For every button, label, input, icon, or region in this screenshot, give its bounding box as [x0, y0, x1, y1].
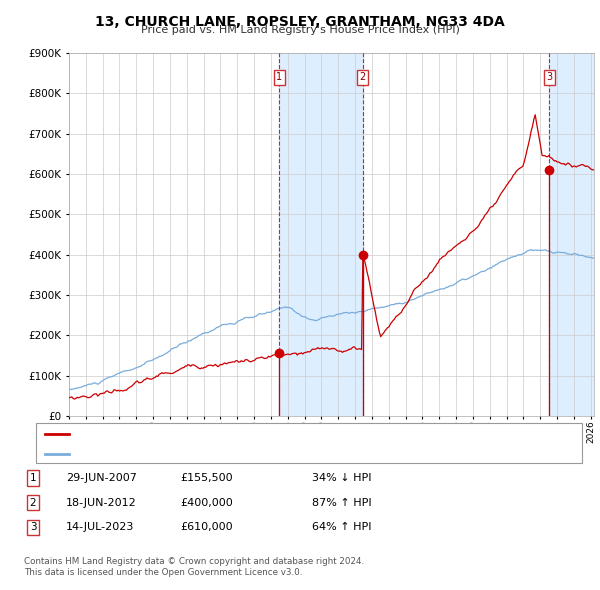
Text: £610,000: £610,000 — [180, 523, 233, 532]
Text: 13, CHURCH LANE, ROPSLEY, GRANTHAM, NG33 4DA (detached house): 13, CHURCH LANE, ROPSLEY, GRANTHAM, NG33… — [75, 430, 430, 440]
Text: 13, CHURCH LANE, ROPSLEY, GRANTHAM, NG33 4DA: 13, CHURCH LANE, ROPSLEY, GRANTHAM, NG33… — [95, 15, 505, 29]
Text: £400,000: £400,000 — [180, 498, 233, 507]
Text: 3: 3 — [546, 73, 553, 82]
Text: 1: 1 — [276, 73, 282, 82]
Text: This data is licensed under the Open Government Licence v3.0.: This data is licensed under the Open Gov… — [24, 568, 302, 577]
Text: HPI: Average price, detached house, South Kesteven: HPI: Average price, detached house, Sout… — [75, 450, 337, 460]
Text: £155,500: £155,500 — [180, 473, 233, 483]
Text: 64% ↑ HPI: 64% ↑ HPI — [312, 523, 371, 532]
Text: 18-JUN-2012: 18-JUN-2012 — [66, 498, 137, 507]
Text: 14-JUL-2023: 14-JUL-2023 — [66, 523, 134, 532]
Text: 1: 1 — [29, 473, 37, 483]
Text: 3: 3 — [29, 523, 37, 532]
Bar — [279, 53, 363, 416]
Text: Price paid vs. HM Land Registry's House Price Index (HPI): Price paid vs. HM Land Registry's House … — [140, 25, 460, 35]
Text: Contains HM Land Registry data © Crown copyright and database right 2024.: Contains HM Land Registry data © Crown c… — [24, 558, 364, 566]
Text: 29-JUN-2007: 29-JUN-2007 — [66, 473, 137, 483]
Text: 87% ↑ HPI: 87% ↑ HPI — [312, 498, 371, 507]
Text: 34% ↓ HPI: 34% ↓ HPI — [312, 473, 371, 483]
Text: 2: 2 — [359, 73, 366, 82]
Bar — [549, 53, 594, 416]
Text: 2: 2 — [29, 498, 37, 507]
